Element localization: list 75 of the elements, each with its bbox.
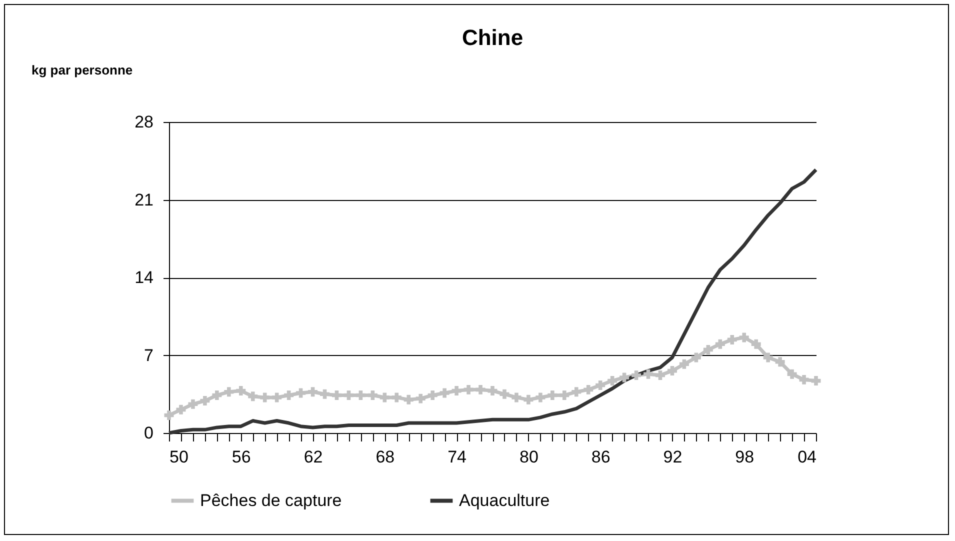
point: [512, 392, 522, 402]
point: [320, 389, 330, 399]
point: [188, 399, 198, 409]
x-tick-label: 86: [591, 448, 610, 466]
point: [272, 392, 282, 402]
point: [656, 370, 665, 380]
point: [632, 370, 642, 380]
point: [560, 390, 570, 400]
point: [691, 352, 701, 362]
x-tick-label: 04: [798, 448, 816, 466]
point: [596, 380, 606, 390]
point: [500, 389, 510, 399]
point: [380, 392, 390, 402]
x-tick-label: 74: [448, 448, 467, 466]
y-tick-label: 7: [144, 346, 154, 365]
point: [751, 339, 761, 349]
point: [308, 387, 318, 397]
point: [644, 369, 653, 379]
point: [799, 374, 809, 384]
point: [608, 376, 618, 386]
point: [200, 396, 210, 406]
x-tick-label: 92: [663, 448, 682, 466]
point: [176, 404, 186, 414]
point: [536, 392, 546, 402]
point: [548, 390, 558, 400]
point: [572, 387, 582, 397]
y-tick-label: 14: [134, 268, 154, 287]
point: [679, 359, 689, 369]
point: [464, 384, 474, 394]
chart-title: Chine: [462, 25, 524, 50]
line-series: [167, 168, 818, 435]
point: [284, 390, 294, 400]
point: [620, 372, 630, 382]
point: [248, 392, 258, 402]
point: [727, 334, 737, 344]
y-tick-label: 28: [134, 112, 154, 132]
point: [296, 388, 306, 398]
point: [368, 390, 378, 400]
point: [164, 410, 174, 420]
point: [332, 390, 342, 400]
x-tick-label: 98: [735, 448, 754, 466]
point: [703, 344, 713, 354]
y-tick-label: 0: [144, 424, 154, 442]
x-tick-label: 50: [170, 448, 188, 466]
x-tick-label: 62: [304, 448, 323, 466]
y-tick-label: 21: [134, 190, 154, 210]
point: [404, 394, 414, 404]
point: [775, 357, 785, 367]
point: [715, 339, 725, 349]
point: [763, 352, 773, 362]
y-axis-title: kg par personne: [32, 62, 133, 78]
point: [811, 376, 821, 386]
legend-label: Aquaculture: [459, 490, 550, 510]
point: [392, 392, 402, 402]
point: [212, 390, 222, 400]
point: [787, 369, 797, 379]
point: [260, 392, 270, 402]
point: [524, 394, 534, 404]
point: [344, 390, 354, 400]
point: [667, 366, 677, 376]
point: [739, 332, 749, 342]
x-tick-label: 68: [376, 448, 395, 466]
x-tick-label: 80: [519, 448, 538, 466]
x-tick-label: 56: [232, 448, 251, 466]
point: [416, 394, 426, 404]
point: [440, 388, 450, 398]
point: [584, 384, 594, 394]
point: [428, 390, 438, 400]
point: [488, 386, 498, 396]
point: [236, 386, 246, 396]
point: [224, 387, 234, 397]
legend-label: Pêches de capture: [200, 490, 342, 510]
point: [356, 390, 366, 400]
point: [476, 384, 486, 394]
point: [452, 386, 462, 396]
